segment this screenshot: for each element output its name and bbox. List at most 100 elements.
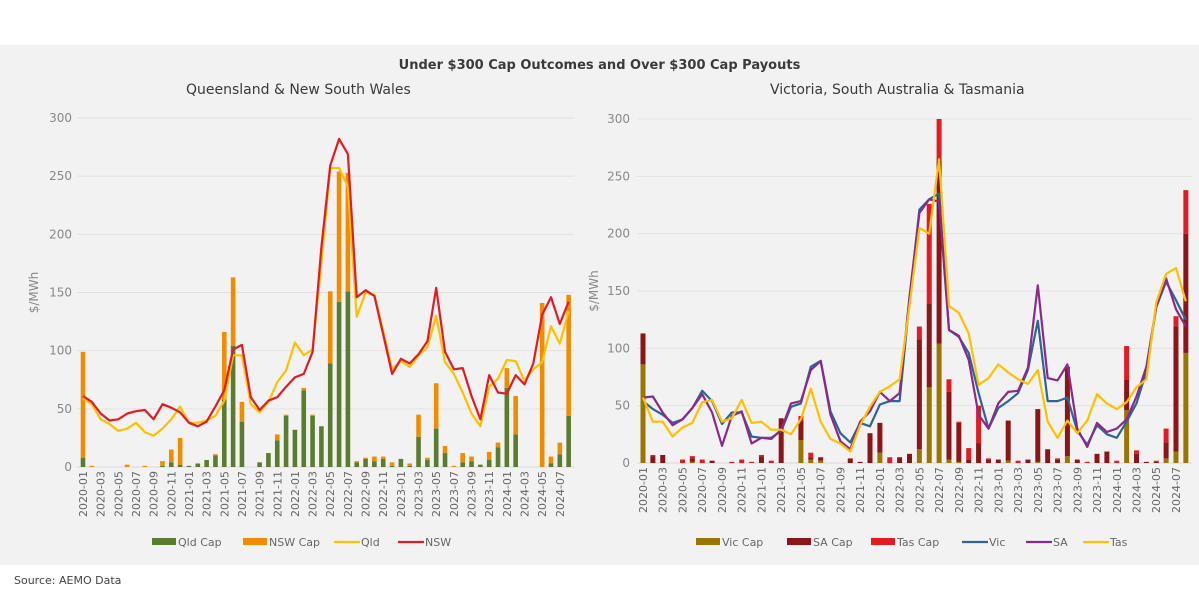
y-tick-label: 100 [49,344,72,358]
bar-vic-cap [640,364,646,463]
bar-sa-cap [926,303,932,388]
x-tick-label: 2023-11 [483,471,496,517]
bar-nsw-cap [230,277,236,347]
bar-vic-cap [1035,461,1041,463]
x-tick-label: 2024-01 [1111,467,1124,513]
bar-sa-cap [877,422,883,453]
bar-qld-cap [548,463,554,467]
x-tick-label: 2021-03 [775,467,788,513]
bar-sa-cap [906,453,912,463]
bar-sa-cap [1064,366,1070,457]
x-tick-label: 2022-03 [894,467,907,513]
bar-tas-cap [749,461,755,463]
bar-qld-cap [186,465,192,467]
bar-sa-cap [1134,453,1139,463]
x-tick-label: 2021-01 [755,467,768,513]
bar-nsw-cap [221,332,227,400]
bar-sa-cap [946,391,952,460]
bar-nsw-cap [354,461,360,463]
x-tick-label: 2023-07 [448,471,461,517]
bar-nsw-cap [539,302,545,467]
bar-sa-cap [857,461,863,463]
bar-tas-cap [729,461,735,463]
x-tick-label: 2022-03 [307,471,320,517]
legend-label: SA Cap [813,536,853,549]
bar-tas-cap [936,119,942,161]
x-tick-label: 2023-09 [466,471,479,517]
bar-nsw-cap [310,414,315,416]
bar-sa-cap [897,457,903,463]
bar-nsw-cap [213,454,218,456]
bar-qld-cap [169,462,174,467]
source-note: Source: AEMO Data [14,574,122,587]
bar-tas-cap [887,457,893,463]
x-tick-label: 2020-07 [696,467,709,513]
bar-sa-cap [1025,459,1031,463]
bar-vic-cap [689,461,695,463]
bar-nsw-cap [425,457,430,461]
x-tick-label: 2020-05 [676,467,689,513]
x-tick-label: 2023-09 [1071,467,1084,513]
bar-qld-cap [80,457,86,467]
x-tick-label: 2021-05 [795,467,808,513]
x-tick-label: 2021-09 [834,467,847,513]
bar-tas-cap [1055,458,1061,460]
x-tick-label: 2022-11 [377,471,390,517]
x-tick-label: 2022-01 [874,467,887,513]
y-axis-label: $/MWh [587,270,601,312]
x-tick-label: 2020-03 [95,471,108,517]
bar-sa-cap [995,459,1001,463]
bar-sa-cap [650,456,656,463]
bar-qld-cap [433,428,439,467]
bar-tas-cap [985,458,991,460]
x-tick-label: 2020-09 [716,467,729,513]
x-tick-label: 2024-03 [1131,467,1144,513]
bar-tas-cap [1134,450,1139,454]
bar-nsw-cap [274,434,280,441]
bar-vic-cap [808,459,814,463]
bar-vic-cap [956,461,962,463]
bar-nsw-cap [363,457,368,459]
y-tick-label: 50 [615,399,630,413]
bar-nsw-cap [283,414,289,416]
x-tick-label: 2022-05 [913,467,926,513]
bar-nsw-cap [407,463,413,466]
bar-qld-cap [389,465,395,467]
bar-sa-cap [916,339,922,450]
bar-qld-cap [310,415,315,467]
x-tick-label: 2023-05 [1032,467,1045,513]
y-tick-label: 150 [607,284,630,298]
legend-label: Vic [989,536,1005,549]
x-tick-label: 2021-07 [236,471,249,517]
y-tick-label: 300 [49,111,72,125]
bar-nsw-cap [460,453,465,463]
bar-nsw-cap [160,461,165,466]
bar-qld-cap [266,453,271,467]
bar-nsw-cap [566,294,571,416]
bar-vic-cap [916,449,922,463]
x-tick-label: 2020-03 [657,467,670,513]
bar-nsw-cap [486,451,492,461]
x-tick-label: 2022-09 [953,467,966,513]
x-tick-label: 2024-05 [536,471,549,517]
bar-tas-cap [1015,460,1021,463]
bar-vic-cap [1124,410,1130,463]
legend-label: Tas [1109,536,1128,549]
bar-nsw-cap [177,437,183,465]
x-tick-label: 2021-01 [183,471,196,517]
legend-swatch [243,538,267,545]
bar-tas-cap [739,459,745,463]
bar-qld-cap [469,461,474,467]
x-tick-label: 2022-07 [933,467,946,513]
legend-label: Tas Cap [896,536,939,549]
bar-qld-cap [221,399,227,467]
bar-sa-cap [808,457,814,460]
bar-nsw-cap [451,465,457,467]
y-tick-label: 150 [49,286,72,300]
bar-sa-cap [709,460,715,463]
bar-qld-cap [557,454,563,467]
x-tick-label: 2023-03 [1012,467,1025,513]
bar-nsw-cap [169,449,174,463]
y-tick-label: 50 [57,402,72,416]
